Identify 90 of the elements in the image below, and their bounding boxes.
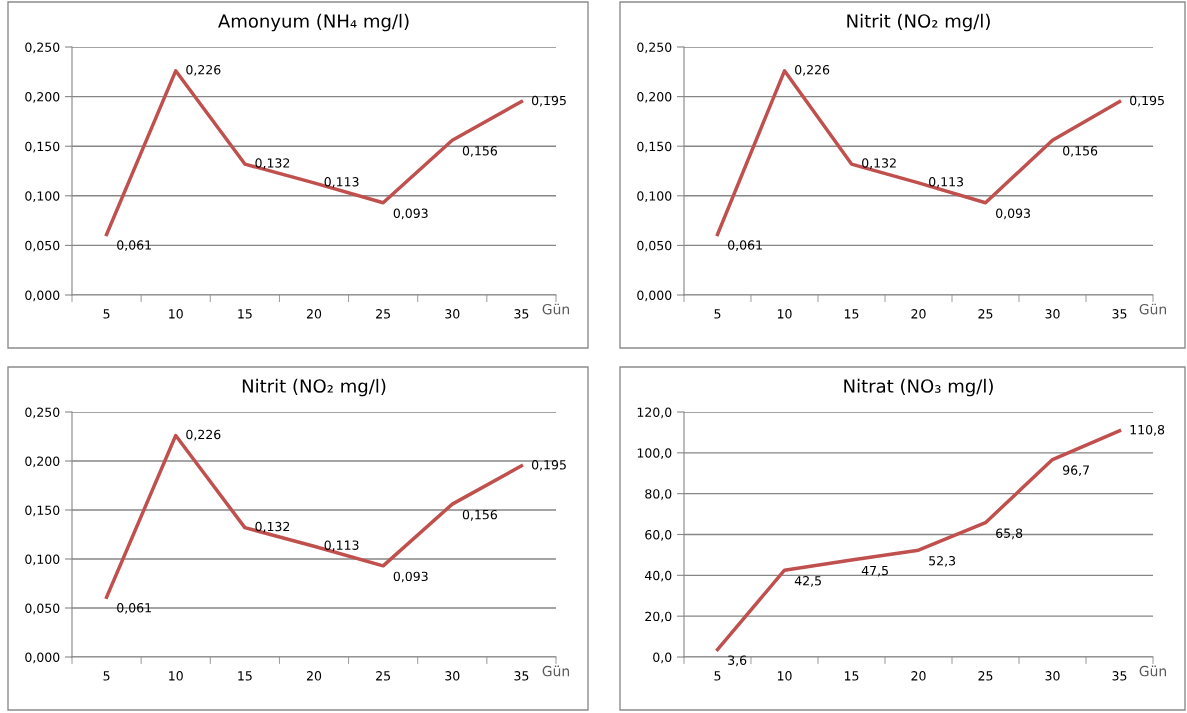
data-label: 0,226 [795, 64, 830, 76]
data-label: 110,8 [1130, 424, 1165, 436]
y-tick-label: 0,050 [25, 240, 60, 252]
x-tick-label: 30 [1045, 309, 1060, 319]
data-label: 0,156 [1063, 146, 1098, 157]
data-label: 96,7 [1063, 465, 1089, 477]
x-tick-label: 20 [306, 309, 322, 319]
data-label: 0,061 [117, 240, 151, 251]
data-label: 0,226 [186, 429, 221, 441]
x-axis-title: Gün [1139, 665, 1167, 677]
data-label: 0,195 [531, 95, 566, 107]
x-tick-label: 30 [445, 309, 460, 319]
data-label: 0,226 [186, 64, 221, 76]
x-tick-label: 15 [238, 671, 252, 681]
data-label: 42,5 [794, 576, 821, 587]
y-tick-label: 0,250 [25, 407, 60, 419]
data-label: 65,8 [996, 528, 1023, 540]
x-tick-label: 10 [777, 671, 792, 681]
y-tick-label: 0,250 [25, 42, 60, 54]
line-series [715, 429, 1122, 652]
data-label: 0,093 [996, 208, 1031, 220]
data-label: 0,132 [255, 158, 290, 169]
x-axis-title: Gün [1139, 303, 1167, 315]
y-tick-label: 0,050 [25, 603, 60, 615]
y-tick-label: 100,0 [637, 448, 672, 460]
x-tick-label: 5 [103, 309, 110, 319]
data-label: 0,093 [393, 571, 428, 583]
x-tick-label: 15 [844, 309, 859, 319]
y-tick-label: 0,250 [637, 42, 672, 54]
x-tick-label: 35 [514, 671, 529, 681]
y-tick-label: 120,0 [637, 407, 672, 419]
y-tick-label: 0,100 [25, 554, 60, 566]
x-tick-label: 35 [514, 309, 529, 319]
y-tick-label: 20,0 [645, 611, 672, 623]
data-label: 0,113 [324, 540, 359, 552]
y-tick-label: 0,050 [637, 240, 672, 252]
x-tick-label: 15 [238, 309, 252, 319]
y-tick-label: 60,0 [645, 529, 672, 541]
y-tick-label: 0,200 [637, 92, 672, 103]
y-tick-label: 80,0 [645, 489, 672, 500]
data-label: 0,113 [929, 177, 964, 188]
chart-title: Nitrit (NO₂ mg/l) [847, 13, 990, 32]
x-tick-label: 35 [1112, 309, 1127, 319]
data-label: 47,5 [861, 565, 888, 577]
x-tick-label: 30 [1045, 671, 1060, 681]
y-tick-label: 0,100 [637, 191, 672, 202]
data-label: 0,156 [462, 509, 498, 521]
y-tick-label: 0,100 [25, 191, 60, 202]
x-axis-title: Gün [542, 303, 570, 315]
y-tick-label: 0,150 [637, 141, 672, 153]
data-label: 0,113 [324, 177, 359, 188]
x-tick-label: 5 [714, 671, 721, 681]
y-tick-label: 0,000 [637, 290, 672, 302]
data-label: 52,3 [929, 556, 956, 567]
y-tick-label: 0,150 [25, 505, 60, 517]
y-tick-label: 0,200 [25, 92, 60, 103]
data-label: 0,132 [255, 521, 290, 533]
y-tick-label: 0,000 [25, 652, 60, 664]
chart-title: Nitrit (NO₂ mg/l) [242, 378, 386, 397]
data-label: 0,061 [117, 603, 151, 614]
x-tick-label: 25 [978, 671, 993, 681]
x-tick-label: 5 [103, 671, 110, 681]
x-tick-label: 25 [376, 671, 390, 681]
x-tick-label: 10 [169, 309, 183, 319]
x-tick-label: 25 [376, 309, 390, 319]
x-tick-label: 30 [445, 671, 460, 681]
chart-title: Nitrat (NO₃ mg/l) [844, 378, 993, 397]
chart-title: Amonyum (NH₄ mg/l) [218, 13, 409, 32]
y-tick-label: 0,150 [25, 141, 60, 153]
x-tick-label: 20 [911, 309, 926, 319]
x-tick-label: 10 [169, 671, 183, 681]
data-label: 0,093 [393, 208, 428, 220]
data-label: 0,132 [862, 158, 896, 169]
y-tick-label: 0,0 [653, 652, 672, 664]
x-tick-label: 15 [844, 671, 859, 681]
data-label: 0,195 [531, 460, 566, 471]
x-tick-label: 35 [1112, 671, 1127, 681]
x-tick-label: 25 [978, 309, 993, 319]
x-tick-label: 10 [777, 309, 792, 319]
data-label: 3,6 [728, 655, 747, 667]
x-tick-label: 20 [306, 671, 322, 681]
x-tick-label: 5 [714, 309, 721, 319]
y-tick-label: 0,000 [25, 290, 60, 302]
data-label: 0,156 [462, 146, 498, 157]
x-axis-title: Gün [542, 665, 570, 677]
data-label: 0,195 [1130, 95, 1164, 107]
x-tick-label: 20 [911, 671, 926, 681]
data-label: 0,061 [728, 240, 762, 251]
y-tick-label: 0,200 [25, 456, 60, 468]
y-tick-label: 40,0 [644, 570, 672, 582]
